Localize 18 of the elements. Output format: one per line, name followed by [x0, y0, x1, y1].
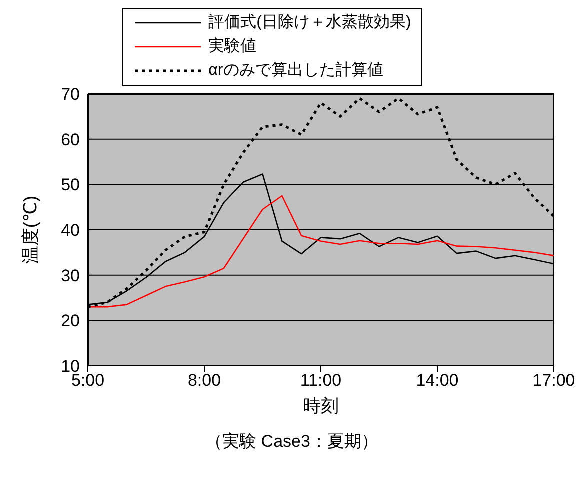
x-tick-label: 5:00 — [71, 371, 105, 390]
legend-label: 評価式(日除け＋水蒸散効果) — [208, 12, 412, 33]
x-axis-title: 時刻 — [303, 396, 339, 416]
x-tick-label: 8:00 — [188, 371, 222, 390]
y-axis-title: 温度(℃) — [20, 196, 40, 264]
x-tick-label: 17:00 — [532, 371, 576, 390]
legend-label: 実験値 — [208, 36, 257, 57]
y-tick-label: 20 — [61, 312, 80, 331]
y-tick-label: 50 — [61, 176, 80, 195]
x-tick-label: 11:00 — [300, 371, 342, 390]
y-tick-label: 70 — [61, 85, 80, 104]
y-tick-label: 30 — [61, 266, 80, 286]
y-tick-label: 60 — [61, 130, 80, 150]
x-tick-label: 14:00 — [416, 371, 459, 390]
y-tick-label: 40 — [61, 221, 80, 240]
legend-label: αrのみで算出した計算値 — [208, 60, 384, 81]
text: （実験 Case3：夏期） — [204, 431, 380, 453]
line-series — [88, 195, 554, 308]
